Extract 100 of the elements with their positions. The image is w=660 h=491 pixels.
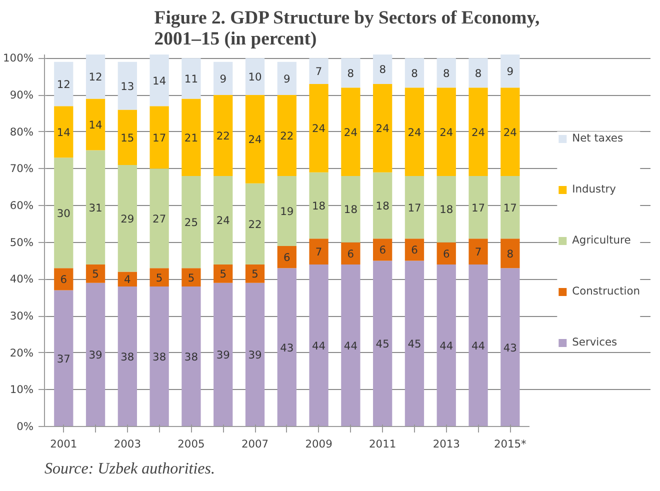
data-label: 44	[440, 339, 454, 352]
bar	[373, 260, 392, 426]
data-label: 15	[120, 131, 134, 144]
data-label: 22	[216, 130, 230, 143]
data-label: 5	[252, 268, 258, 281]
y-tick-label: 40%	[10, 272, 34, 286]
bar	[277, 268, 296, 426]
bar	[150, 54, 169, 106]
data-label: 39	[248, 348, 262, 362]
bar	[373, 54, 392, 84]
x-tick-label: 2001	[50, 438, 78, 450]
data-label: 5	[188, 271, 195, 284]
bar	[277, 176, 296, 246]
bar	[436, 176, 456, 242]
bar	[118, 286, 137, 426]
data-label: 22	[280, 130, 294, 143]
data-label: 30	[56, 206, 71, 220]
data-label: 12	[56, 78, 70, 91]
data-label: 10	[248, 70, 262, 84]
data-label: 7	[315, 246, 322, 259]
legend-label: Construction	[572, 284, 640, 298]
bar	[373, 238, 392, 261]
data-label: 4	[124, 273, 132, 286]
bar	[245, 264, 265, 283]
y-tick-label: 10%	[10, 383, 34, 396]
x-tick-label: 2011	[369, 438, 396, 450]
y-tick-label: 60%	[10, 199, 34, 212]
data-label: 8	[379, 63, 386, 76]
data-label: 12	[88, 70, 102, 84]
data-label: 24	[408, 126, 422, 139]
data-label: 44	[312, 339, 326, 352]
data-label: 38	[120, 350, 134, 364]
bar	[214, 282, 233, 426]
legend-label: Services	[572, 336, 618, 348]
bar	[182, 58, 201, 99]
data-label: 17	[408, 201, 422, 214]
bar	[404, 238, 424, 261]
data-label: 17	[152, 131, 166, 144]
bar	[309, 238, 328, 264]
bar	[277, 246, 296, 268]
data-label: 38	[184, 350, 198, 364]
bar	[341, 242, 360, 264]
bar	[86, 264, 106, 283]
bar	[118, 164, 137, 272]
data-label: 44	[344, 339, 358, 352]
bar	[118, 62, 137, 110]
data-label: 18	[376, 200, 390, 213]
bar	[309, 84, 328, 172]
bar	[54, 62, 74, 106]
data-label: 18	[440, 203, 454, 216]
data-label: 11	[184, 72, 198, 86]
data-label: 38	[152, 350, 166, 364]
y-tick-label: 20%	[10, 346, 34, 360]
data-label: 6	[379, 244, 386, 257]
bar	[309, 172, 328, 239]
x-tick-label: 2003	[114, 438, 141, 450]
data-label: 17	[503, 201, 517, 214]
bar	[309, 264, 328, 426]
data-label: 31	[88, 201, 102, 214]
y-tick-label: 100%	[3, 52, 34, 65]
data-label: 9	[506, 65, 514, 78]
bar	[182, 176, 201, 268]
data-label: 39	[88, 348, 103, 362]
data-label: 14	[88, 118, 103, 132]
data-label: 18	[344, 203, 358, 216]
bar	[54, 158, 74, 268]
bar	[214, 95, 233, 176]
x-tick-label: 2007	[241, 438, 269, 450]
legend-label: Agriculture	[572, 234, 631, 246]
data-label: 6	[60, 273, 68, 286]
bar	[182, 286, 201, 426]
data-label: 22	[248, 218, 262, 231]
data-label: 8	[442, 66, 450, 80]
y-tick-label: 50%	[10, 236, 34, 249]
bar	[468, 88, 488, 176]
bar	[341, 58, 360, 88]
data-label: 24	[216, 214, 230, 228]
bar	[436, 58, 456, 88]
y-tick-label: 80%	[10, 125, 34, 138]
data-label: 21	[184, 131, 198, 144]
data-label: 29	[120, 212, 134, 226]
data-label: 6	[411, 244, 418, 257]
data-label: 24	[248, 133, 262, 146]
bar	[341, 88, 360, 176]
data-label: 13	[120, 80, 134, 93]
bar	[500, 176, 520, 239]
data-label: 24	[312, 122, 326, 136]
data-label: 8	[347, 66, 354, 80]
data-label: 5	[220, 268, 226, 281]
bar	[468, 58, 488, 88]
data-label: 43	[503, 341, 517, 354]
bar	[404, 176, 424, 239]
bar	[54, 290, 74, 426]
bar	[86, 54, 106, 99]
bar	[436, 242, 456, 264]
bar	[245, 282, 265, 426]
chart-title: Figure 2. GDP Structure by Sectors of Economy, 2001–15 (in percent)	[154, 8, 540, 50]
legend-label: Net taxes	[572, 132, 624, 144]
bar	[54, 268, 74, 290]
bar	[245, 58, 265, 96]
